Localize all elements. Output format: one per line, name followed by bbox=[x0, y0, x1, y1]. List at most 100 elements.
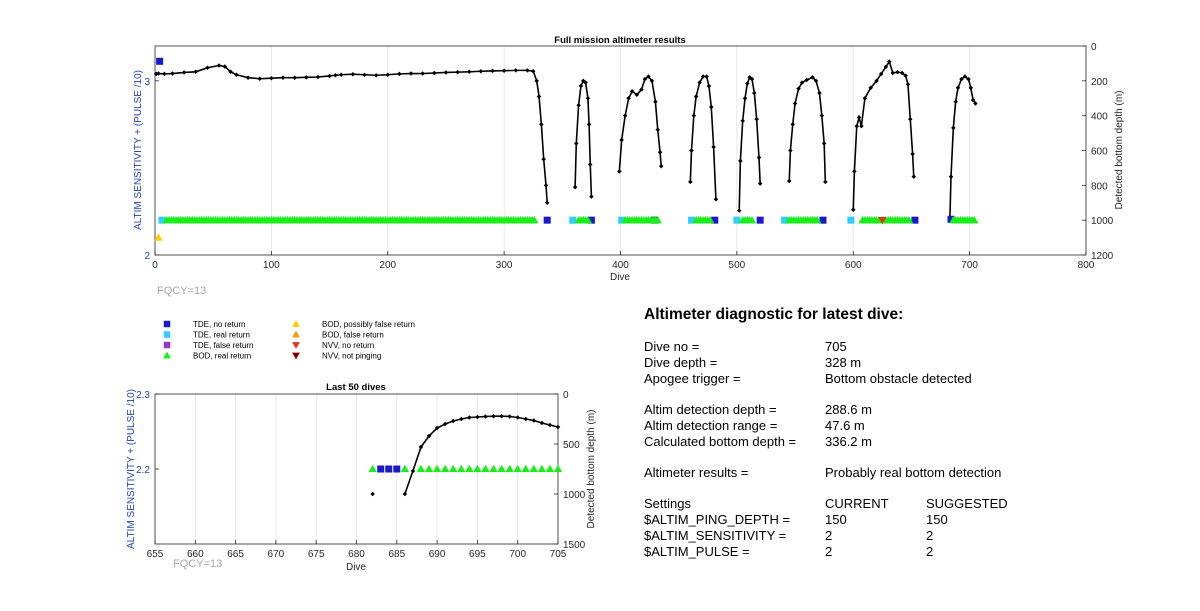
diag-row-bottom-depth: Calculated bottom depth = 336.2 m bbox=[644, 434, 1084, 450]
bod-real-return-marker bbox=[400, 464, 410, 473]
main-marks bbox=[153, 57, 979, 241]
diag-label: Calculated bottom depth = bbox=[644, 434, 797, 449]
tde-real-return-marker bbox=[847, 216, 855, 224]
x-tick-label: 500 bbox=[729, 260, 746, 271]
small-left-axis: 2.3 2.2 bbox=[136, 390, 159, 476]
settings-header-suggested: SUGGESTED bbox=[926, 496, 1008, 511]
depth-point bbox=[181, 70, 187, 75]
depth-point bbox=[790, 122, 795, 127]
depth-point bbox=[234, 72, 239, 78]
diag-row-results: Altimeter results = Probably real bottom… bbox=[644, 465, 1084, 481]
depth-point bbox=[578, 83, 584, 89]
setting-name: $ALTIM_PING_DEPTH = bbox=[644, 512, 791, 527]
bod-real-return-marker bbox=[529, 464, 539, 473]
depth-point bbox=[443, 70, 449, 75]
diag-value: 336.2 m bbox=[825, 434, 872, 449]
depth-point bbox=[426, 433, 432, 439]
diag-value: Bottom obstacle detected bbox=[825, 371, 972, 386]
main-chart-title: Full mission altimeter results bbox=[554, 35, 685, 46]
depth-point bbox=[432, 70, 437, 76]
depth-point bbox=[911, 174, 917, 179]
depth-point bbox=[304, 75, 309, 80]
setting-suggested: 2 bbox=[926, 528, 934, 543]
diag-label: Altimeter results = bbox=[644, 465, 749, 480]
bod-real-return-marker bbox=[432, 464, 442, 473]
depth-point bbox=[222, 64, 228, 69]
diag-value: 288.6 m bbox=[825, 402, 872, 417]
depth-point bbox=[688, 179, 693, 185]
depth-point bbox=[525, 68, 530, 73]
depth-point bbox=[817, 90, 822, 96]
settings-row-ping-depth: $ALTIM_PING_DEPTH = 150 150 bbox=[644, 512, 1084, 528]
depth-point bbox=[327, 73, 332, 79]
x-tick-label: 695 bbox=[469, 549, 486, 560]
depth-point bbox=[908, 116, 913, 122]
bod-possibly-false-return-marker bbox=[154, 233, 163, 241]
legend-label: BOD, false return bbox=[322, 331, 384, 340]
diag-value: 705 bbox=[825, 339, 847, 354]
bod-real-return-marker bbox=[368, 464, 377, 473]
depth-point bbox=[350, 71, 356, 77]
right-tick-label: 1200 bbox=[1091, 251, 1114, 262]
depth-point bbox=[410, 468, 416, 474]
depth-point bbox=[455, 69, 460, 75]
x-tick-label: 700 bbox=[961, 260, 978, 271]
depth-point bbox=[895, 69, 900, 75]
settings-header-label: Settings bbox=[644, 496, 691, 511]
main-fqcy-label: FQCY=13 bbox=[157, 285, 206, 297]
depth-point bbox=[507, 414, 512, 419]
diag-row-apogee-trigger: Apogee trigger = Bottom obstacle detecte… bbox=[644, 371, 1084, 387]
depth-point bbox=[574, 141, 579, 146]
depth-point bbox=[483, 414, 488, 419]
depth-point bbox=[585, 95, 591, 101]
bod-real-return-marker bbox=[747, 215, 757, 224]
depth-point bbox=[910, 151, 915, 157]
depth-point bbox=[653, 99, 658, 104]
depth-point bbox=[792, 101, 798, 106]
x-tick-label: 655 bbox=[147, 549, 164, 560]
diagnostic-panel: Altimeter diagnostic for latest dive: Di… bbox=[644, 306, 1084, 560]
depth-point bbox=[786, 178, 792, 184]
depth-point bbox=[823, 179, 828, 185]
depth-point bbox=[852, 169, 857, 174]
setting-name: $ALTIM_PULSE = bbox=[644, 544, 750, 559]
depth-point bbox=[333, 72, 338, 78]
x-tick-label: 680 bbox=[348, 549, 365, 560]
left-tick-label: 2.2 bbox=[136, 465, 150, 476]
depth-point bbox=[534, 78, 539, 84]
x-tick-label: 100 bbox=[263, 260, 280, 271]
main-right-axis: 0 200 400 600 800 1000 1200 bbox=[1082, 42, 1114, 262]
legend-label: TDE, false return bbox=[193, 341, 253, 350]
depth-point bbox=[402, 491, 408, 497]
legend-label: BOD, possibly false return bbox=[322, 320, 415, 329]
depth-point bbox=[589, 194, 594, 199]
tde-false-return-legend-marker bbox=[163, 341, 171, 349]
tde-real-return-marker bbox=[618, 216, 626, 224]
right-tick-label: 500 bbox=[563, 440, 580, 451]
depth-point bbox=[890, 70, 896, 76]
tde-no-return-marker bbox=[711, 216, 719, 224]
depth-point bbox=[617, 169, 622, 174]
left-tick-label: 2 bbox=[144, 251, 150, 262]
depth-point bbox=[478, 68, 484, 74]
tde-no-return-marker bbox=[756, 216, 764, 224]
setting-name: $ALTIM_SENSITIVITY = bbox=[644, 528, 787, 543]
depth-point bbox=[543, 183, 549, 188]
depth-point bbox=[315, 74, 321, 80]
tde-no-return-marker bbox=[385, 465, 393, 473]
depth-point bbox=[370, 491, 375, 497]
tde-real-return-marker bbox=[569, 216, 577, 224]
depth-point bbox=[539, 122, 544, 127]
x-tick-label: 600 bbox=[845, 260, 862, 271]
depth-point bbox=[418, 444, 424, 450]
depth-point bbox=[466, 69, 472, 75]
settings-row-sensitivity: $ALTIM_SENSITIVITY = 2 2 bbox=[644, 528, 1084, 544]
left-tick-label: 2.3 bbox=[136, 390, 150, 401]
depth-point bbox=[257, 76, 263, 82]
x-tick-label: 685 bbox=[388, 549, 405, 560]
depth-point bbox=[951, 125, 956, 131]
depth-point bbox=[373, 72, 379, 78]
depth-point bbox=[539, 420, 545, 426]
right-tick-label: 800 bbox=[1091, 181, 1108, 192]
